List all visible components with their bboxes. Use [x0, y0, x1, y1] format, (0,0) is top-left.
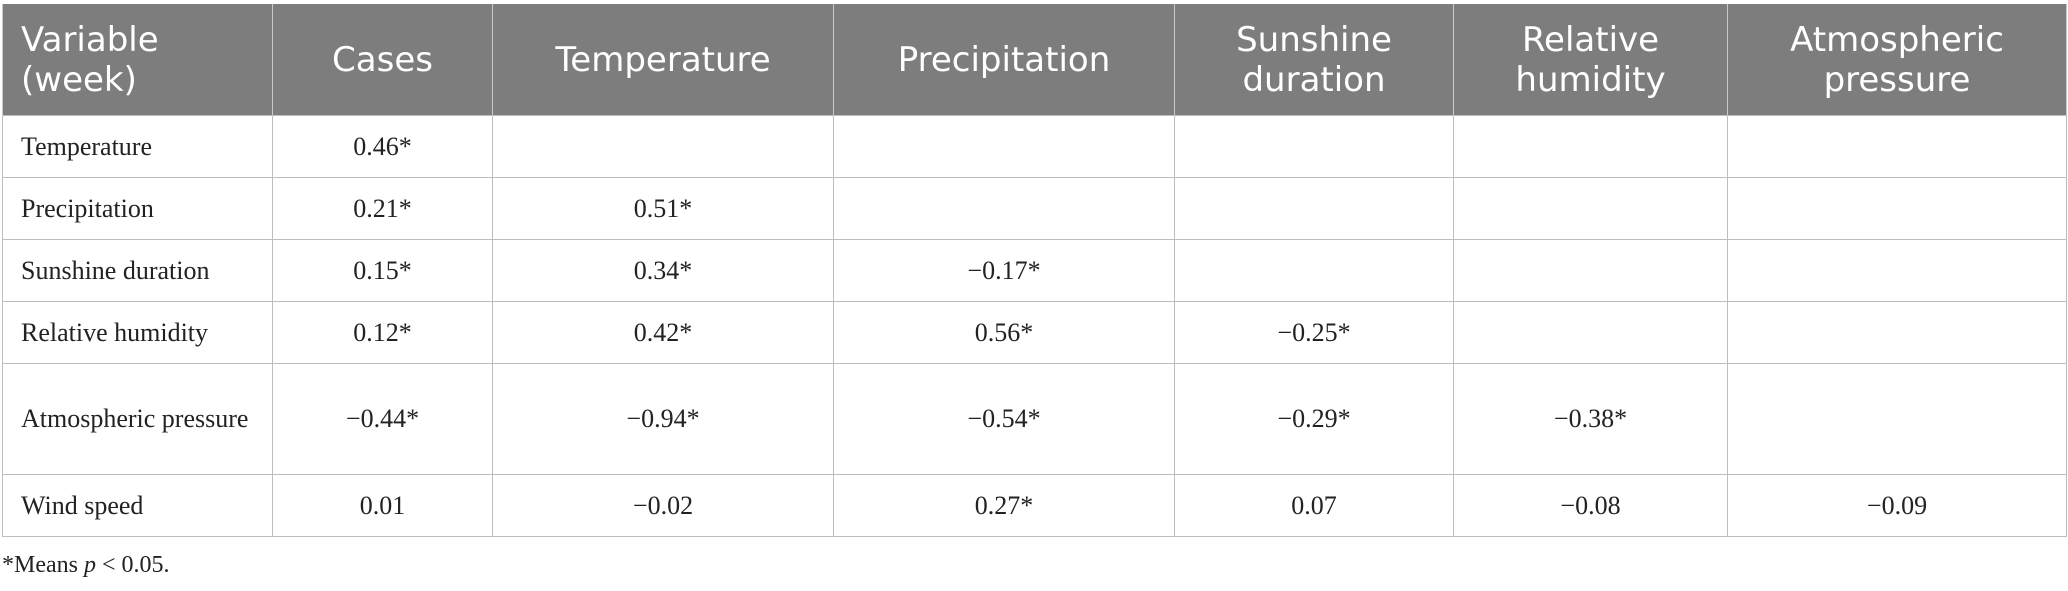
table-cell: [1174, 177, 1454, 240]
header-relative-humidity: Relative humidity: [1453, 4, 1728, 116]
table-cell: −0.02: [492, 474, 834, 537]
table-cell: −0.38*: [1453, 363, 1728, 475]
table-cell: [1453, 177, 1728, 240]
table-cell: 0.27*: [833, 474, 1175, 537]
table-cell: [1453, 115, 1728, 178]
table-cell: [1453, 239, 1728, 302]
header-row: Variable (week) Cases Temperature Precip…: [2, 4, 2067, 116]
table-cell: [492, 115, 834, 178]
table-cell: −0.25*: [1174, 301, 1454, 364]
table-footnote: *Means p < 0.05.: [2, 552, 170, 579]
table-cell: [833, 115, 1175, 178]
table-cell: 0.42*: [492, 301, 834, 364]
header-sunshine-duration: Sunshine duration: [1174, 4, 1454, 116]
table-cell: [1727, 115, 2067, 178]
table-cell: 0.12*: [272, 301, 493, 364]
row-label: Atmospheric pressure: [2, 363, 273, 475]
header-temperature: Temperature: [492, 4, 834, 116]
table-cell: −0.44*: [272, 363, 493, 475]
footnote-p-symbol: p: [83, 552, 96, 578]
table-row: Temperature 0.46*: [2, 115, 2067, 178]
table-row: Sunshine duration 0.15* 0.34* −0.17*: [2, 239, 2067, 302]
table-row: Precipitation 0.21* 0.51*: [2, 177, 2067, 240]
table-row: Relative humidity 0.12* 0.42* 0.56* −0.2…: [2, 301, 2067, 364]
row-label: Sunshine duration: [2, 239, 273, 302]
header-cases: Cases: [272, 4, 493, 116]
header-variable-week: Variable (week): [2, 4, 273, 116]
table-cell: −0.94*: [492, 363, 834, 475]
table-cell: [1727, 239, 2067, 302]
table-cell: 0.34*: [492, 239, 834, 302]
table-cell: 0.21*: [272, 177, 493, 240]
table-cell: [1727, 177, 2067, 240]
table-cell: [1174, 239, 1454, 302]
row-label: Precipitation: [2, 177, 273, 240]
row-label: Temperature: [2, 115, 273, 178]
table-cell: [1174, 115, 1454, 178]
row-label: Relative humidity: [2, 301, 273, 364]
header-atmospheric-pressure: Atmospheric pressure: [1727, 4, 2067, 116]
table-cell: 0.56*: [833, 301, 1175, 364]
table-cell: [1453, 301, 1728, 364]
table-cell: −0.17*: [833, 239, 1175, 302]
footnote-suffix: < 0.05.: [95, 552, 170, 578]
correlation-table: Variable (week) Cases Temperature Precip…: [2, 4, 2067, 537]
row-label: Wind speed: [2, 474, 273, 537]
table-cell: 0.15*: [272, 239, 493, 302]
table-row: Atmospheric pressure −0.44* −0.94* −0.54…: [2, 363, 2067, 475]
table-row: Wind speed 0.01 −0.02 0.27* 0.07 −0.08 −…: [2, 474, 2067, 537]
table-cell: 0.01: [272, 474, 493, 537]
table-cell: −0.54*: [833, 363, 1175, 475]
table-cell: 0.07: [1174, 474, 1454, 537]
header-precipitation: Precipitation: [833, 4, 1175, 116]
table-cell: 0.46*: [272, 115, 493, 178]
footnote-prefix: *Means: [2, 552, 84, 578]
table-cell: −0.08: [1453, 474, 1728, 537]
table-cell: −0.29*: [1174, 363, 1454, 475]
table-cell: [1727, 363, 2067, 475]
table-cell: −0.09: [1727, 474, 2067, 537]
table-cell: [833, 177, 1175, 240]
table-cell: [1727, 301, 2067, 364]
table-cell: 0.51*: [492, 177, 834, 240]
